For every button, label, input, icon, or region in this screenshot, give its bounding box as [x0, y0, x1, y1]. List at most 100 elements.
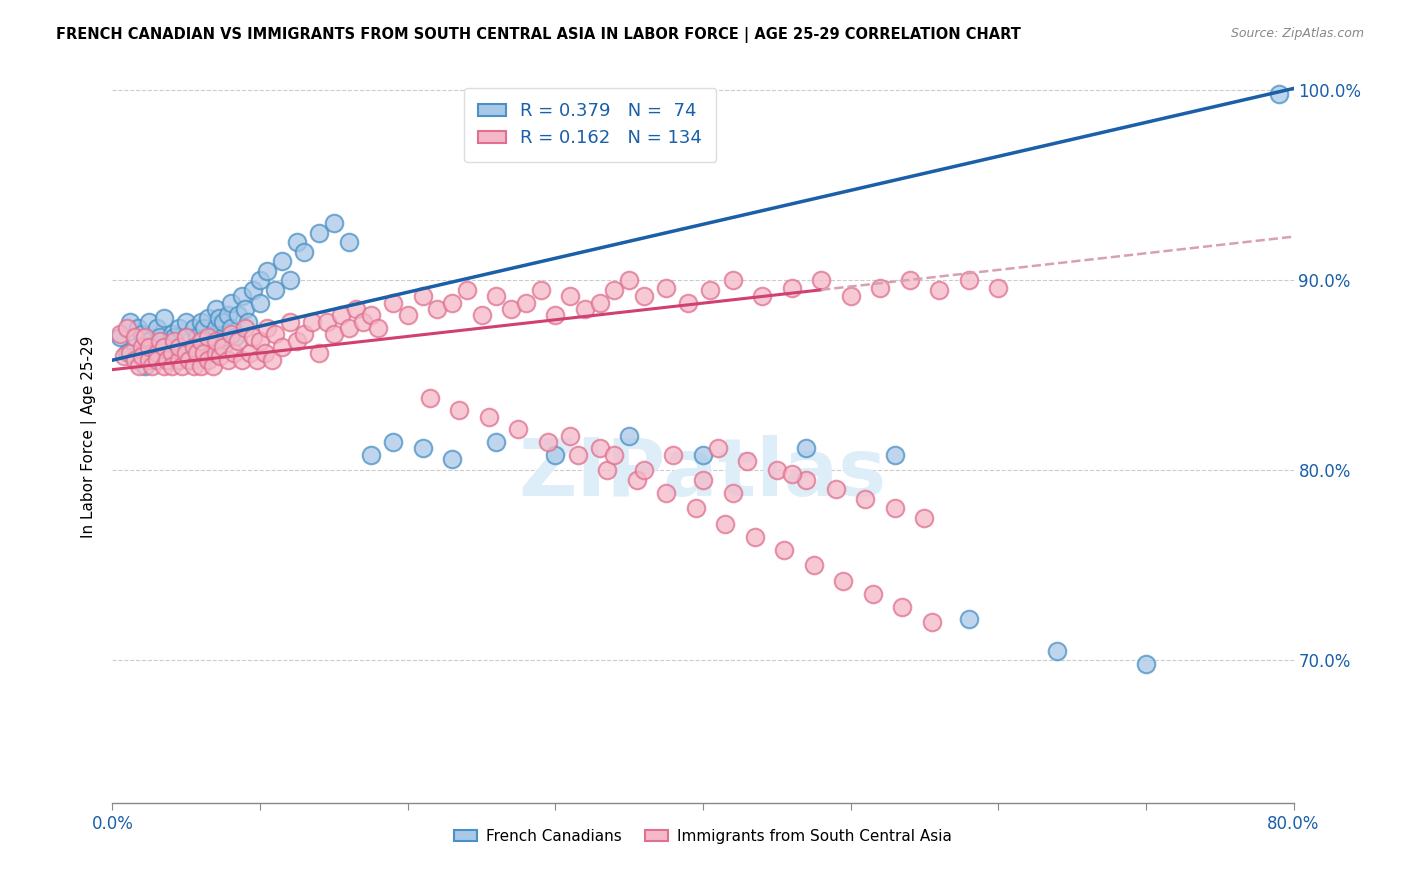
- Point: [824, 483, 846, 497]
- Point: [117, 321, 138, 335]
- Point: [153, 359, 176, 373]
- Point: [190, 315, 212, 329]
- Point: [619, 273, 641, 287]
- Point: [170, 345, 193, 359]
- Point: [721, 273, 744, 287]
- Point: [231, 353, 253, 368]
- Point: [212, 340, 235, 354]
- Point: [292, 326, 315, 341]
- Point: [138, 353, 160, 368]
- Point: [292, 244, 315, 259]
- Point: [205, 321, 228, 335]
- Point: [124, 353, 146, 368]
- Point: [344, 301, 367, 316]
- Point: [242, 283, 264, 297]
- Point: [179, 345, 201, 359]
- Point: [337, 235, 360, 250]
- Point: [146, 353, 169, 368]
- Point: [426, 301, 449, 316]
- Point: [260, 353, 283, 368]
- Point: [127, 321, 149, 335]
- Point: [131, 340, 153, 354]
- Point: [308, 345, 330, 359]
- Point: [222, 345, 245, 359]
- Point: [209, 349, 232, 363]
- Point: [957, 273, 980, 287]
- Point: [131, 326, 153, 341]
- Point: [193, 345, 215, 359]
- Point: [396, 308, 419, 322]
- Point: [796, 473, 818, 487]
- Point: [544, 308, 567, 322]
- Point: [108, 330, 131, 344]
- Point: [231, 288, 253, 302]
- Point: [382, 434, 405, 449]
- Point: [112, 349, 135, 363]
- Point: [120, 345, 142, 359]
- Point: [212, 330, 235, 344]
- Point: [193, 321, 215, 335]
- Point: [301, 315, 323, 329]
- Point: [253, 345, 276, 359]
- Point: [186, 345, 208, 359]
- Point: [219, 321, 242, 335]
- Point: [558, 288, 582, 302]
- Point: [219, 326, 242, 341]
- Point: [205, 334, 228, 348]
- Point: [160, 345, 183, 359]
- Point: [183, 353, 205, 368]
- Point: [352, 315, 374, 329]
- Point: [382, 296, 405, 310]
- Point: [470, 308, 494, 322]
- Point: [205, 301, 228, 316]
- Point: [441, 296, 464, 310]
- Point: [153, 311, 176, 326]
- Point: [134, 330, 156, 344]
- Point: [183, 340, 205, 354]
- Point: [1135, 657, 1157, 672]
- Point: [219, 296, 242, 310]
- Point: [197, 353, 219, 368]
- Point: [501, 301, 523, 316]
- Point: [264, 326, 287, 341]
- Point: [226, 334, 249, 348]
- Point: [626, 473, 648, 487]
- Point: [146, 345, 169, 359]
- Point: [197, 311, 219, 326]
- Point: [411, 288, 433, 302]
- Point: [201, 359, 224, 373]
- Point: [766, 463, 789, 477]
- Point: [780, 467, 803, 482]
- Point: [662, 448, 685, 462]
- Point: [360, 448, 382, 462]
- Point: [163, 330, 186, 344]
- Point: [156, 353, 179, 368]
- Point: [238, 315, 260, 329]
- Point: [174, 315, 197, 329]
- Point: [212, 315, 235, 329]
- Point: [205, 345, 228, 359]
- Point: [217, 308, 239, 322]
- Point: [208, 311, 231, 326]
- Point: [131, 349, 153, 363]
- Point: [633, 288, 655, 302]
- Point: [685, 501, 707, 516]
- Point: [271, 254, 294, 268]
- Point: [869, 281, 891, 295]
- Point: [529, 283, 551, 297]
- Point: [744, 530, 766, 544]
- Point: [588, 296, 610, 310]
- Point: [810, 273, 832, 287]
- Point: [138, 315, 160, 329]
- Point: [160, 340, 183, 354]
- Point: [128, 359, 150, 373]
- Point: [264, 283, 287, 297]
- Point: [544, 448, 567, 462]
- Point: [249, 334, 271, 348]
- Point: [596, 463, 619, 477]
- Point: [226, 308, 249, 322]
- Point: [508, 421, 530, 435]
- Point: [928, 283, 950, 297]
- Point: [323, 216, 346, 230]
- Point: [160, 359, 183, 373]
